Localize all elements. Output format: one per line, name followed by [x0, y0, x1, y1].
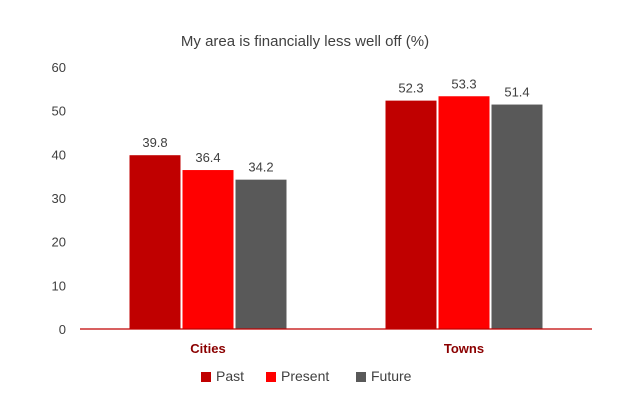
data-labels-group: 39.8 36.4 34.2 52.3 53.3 51.4	[142, 76, 529, 174]
category-label-cities: Cities	[190, 341, 225, 356]
y-tick-label: 0	[59, 322, 66, 337]
bar-future-towns	[491, 104, 543, 329]
data-label: 34.2	[248, 160, 273, 175]
bar-present-cities	[182, 170, 234, 329]
legend-label-present: Present	[281, 368, 329, 384]
bar-future-cities	[235, 179, 287, 329]
bar-past-towns	[385, 100, 437, 329]
data-label: 53.3	[451, 76, 476, 91]
bar-past-cities	[129, 155, 181, 329]
bars-group	[129, 96, 543, 329]
data-label: 39.8	[142, 135, 167, 150]
category-labels: Cities Towns	[190, 341, 484, 356]
y-axis-ticks: 0 10 20 30 40 50 60	[52, 60, 66, 337]
category-label-towns: Towns	[444, 341, 484, 356]
data-label: 52.3	[398, 81, 423, 96]
legend-label-future: Future	[371, 368, 412, 384]
chart-title: My area is financially less well off (%)	[181, 33, 429, 50]
legend: Past Present Future	[201, 368, 412, 384]
legend-swatch-past	[201, 372, 211, 382]
data-label: 36.4	[195, 150, 220, 165]
legend-swatch-present	[266, 372, 276, 382]
y-tick-label: 50	[52, 104, 66, 119]
y-tick-label: 20	[52, 235, 66, 250]
y-tick-label: 60	[52, 60, 66, 75]
bar-present-towns	[438, 96, 490, 329]
legend-swatch-future	[356, 372, 366, 382]
data-label: 51.4	[504, 85, 529, 100]
y-tick-label: 40	[52, 147, 66, 162]
legend-label-past: Past	[216, 368, 244, 384]
y-tick-label: 30	[52, 191, 66, 206]
y-tick-label: 10	[52, 278, 66, 293]
